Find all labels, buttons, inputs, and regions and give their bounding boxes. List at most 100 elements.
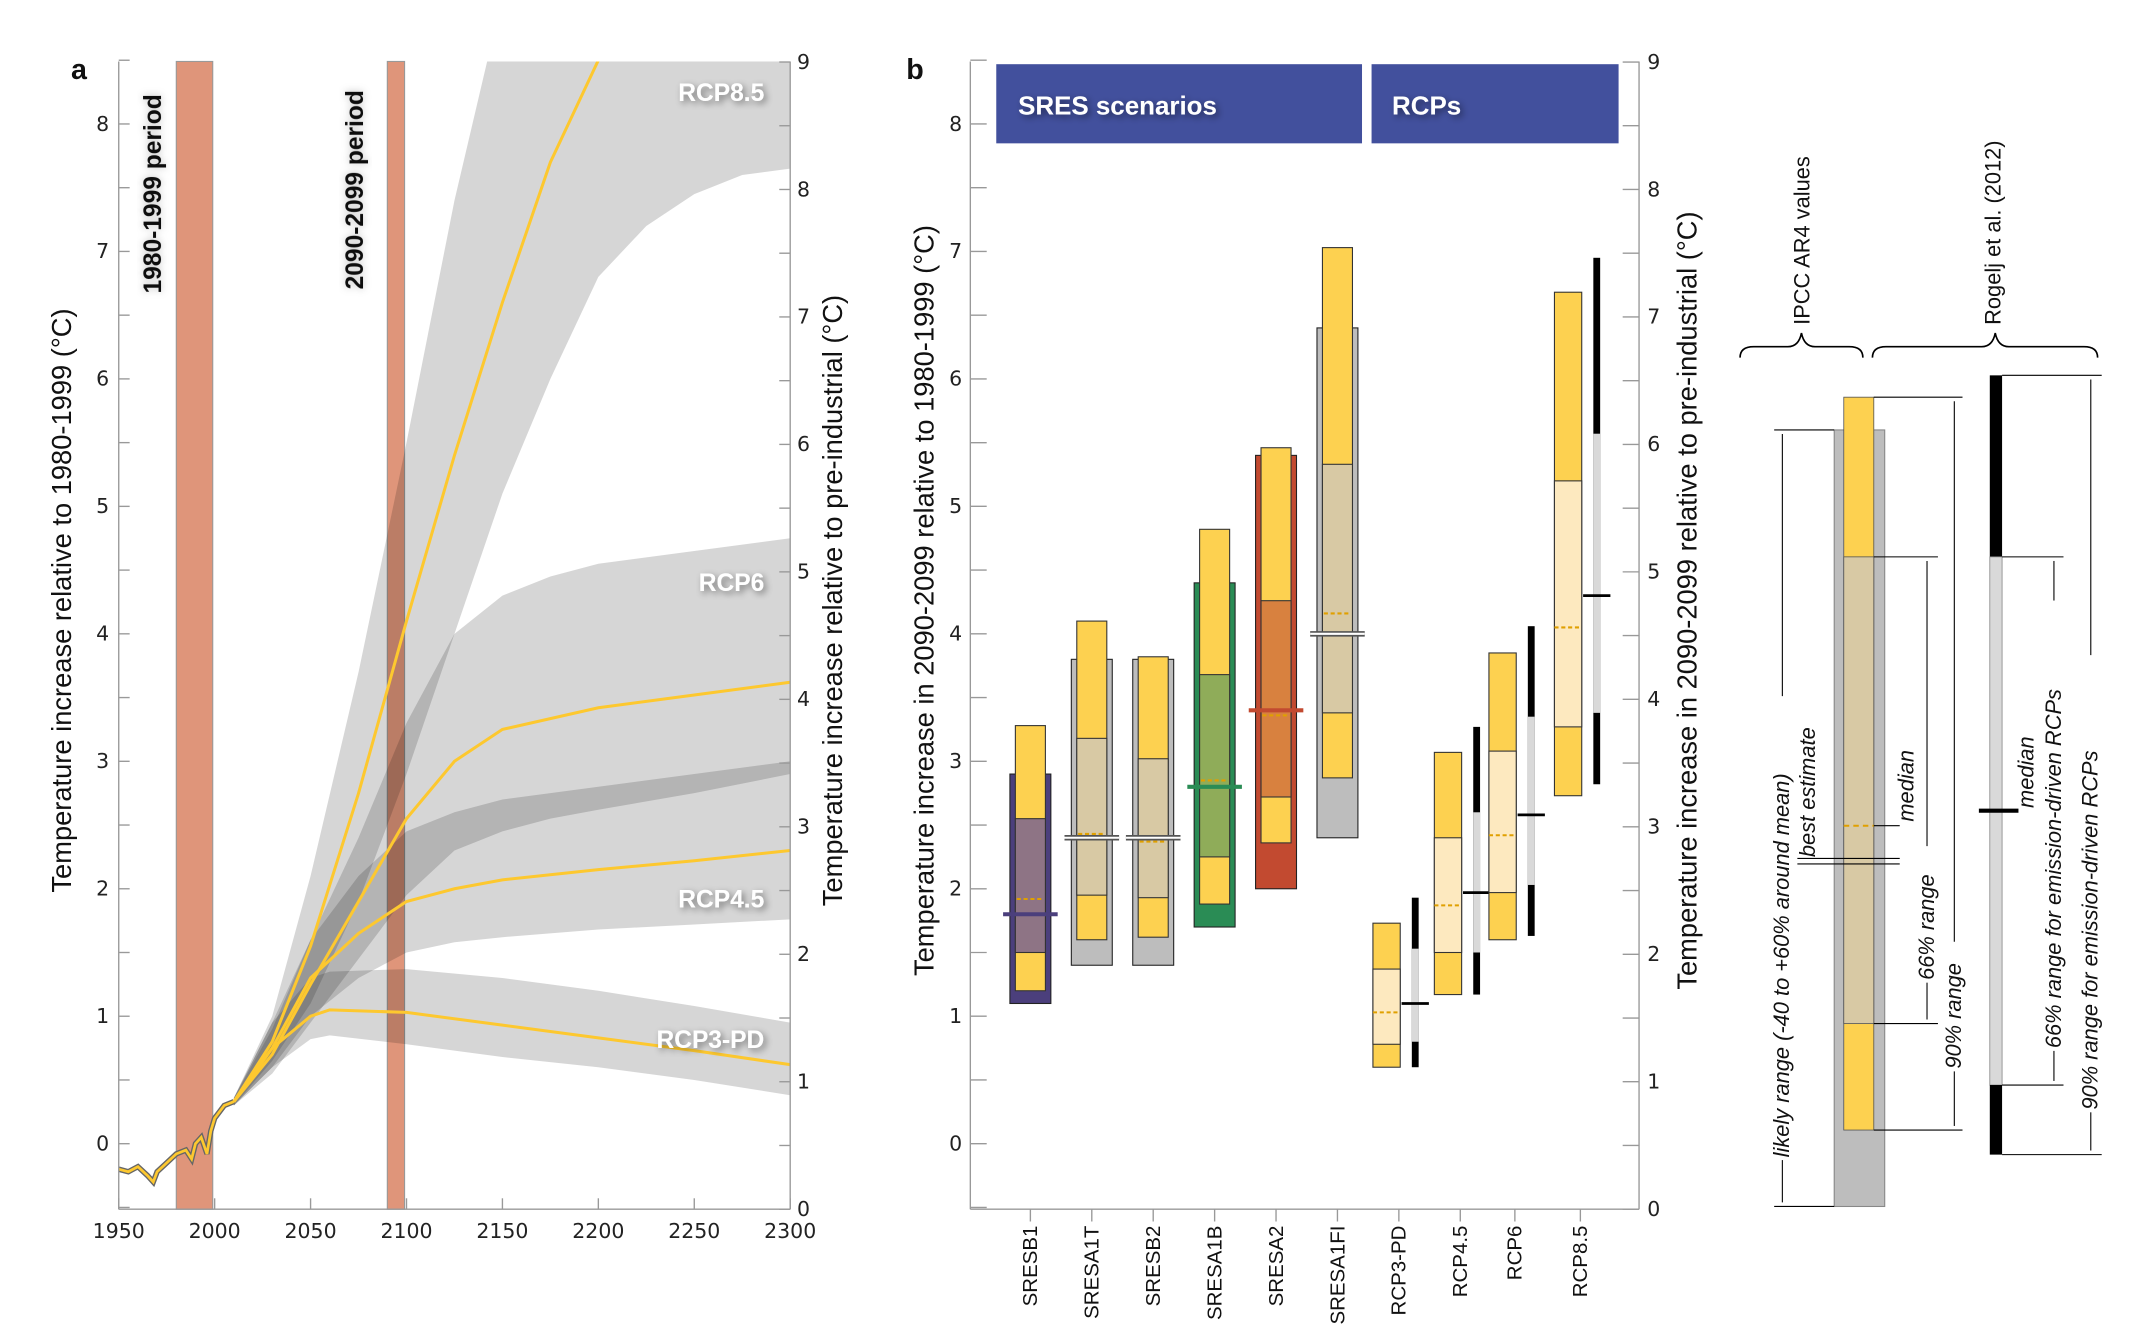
axes-a: 0 1 2 3 4 5 6 7 8 0 1 2 3 4 5 6 7 8 9 1950 2000 2050 2100 2150 2…: [93, 50, 817, 1243]
bar-group-sresa1t: [1064, 620, 1120, 966]
y-tick-label-right-b: 2: [1647, 942, 1660, 966]
range-66-bar: [1553, 480, 1583, 728]
y-tick-label-left-b: 8: [949, 112, 962, 136]
legend-median-label: median: [1893, 750, 1918, 822]
y-tick-label-right-b: 6: [1647, 432, 1660, 456]
y-tick-label-right-a: 3: [797, 815, 810, 839]
bars: [1003, 247, 1611, 1068]
rogelj-range-66-bar: [1411, 948, 1419, 1042]
y-tick-label-left-b: 6: [949, 367, 962, 391]
y-tick-label-right-b: 0: [1647, 1197, 1660, 1221]
category-label-sresa1t: SRESA1T: [1081, 1225, 1104, 1319]
legend-title-ipcc: IPCC AR4 values: [1790, 156, 1815, 325]
y-tick-label-right-a: 8: [797, 177, 810, 201]
y-tick-label-left-b: 0: [949, 1132, 962, 1156]
legend-66-range-label: 66% range: [1914, 874, 1939, 980]
y-tick-label-right-b: 5: [1647, 560, 1660, 584]
y-tick-label-left-b: 7: [949, 239, 962, 263]
x-tick-label-a: 2050: [285, 1219, 337, 1243]
category-label-sresa2: SRESA2: [1265, 1226, 1288, 1307]
median-line-rcp45: [232, 849, 791, 1103]
y-tick-label-left-b: 5: [949, 494, 962, 518]
y-tick-label-right-b: 1: [1647, 1070, 1660, 1094]
category-label-sresa1fi: SRESA1FI: [1326, 1226, 1349, 1325]
period-label-2090-2099: 2090-2099 period: [342, 90, 369, 289]
median-line-rcp6: [232, 680, 791, 1103]
y-axis-title-right-b: Temperature increase in 2090-2099 relati…: [1671, 211, 1702, 989]
y-tick-label-right-b: 8: [1647, 177, 1660, 201]
y-tick-label-left-a: 2: [96, 877, 109, 901]
y-tick-label-left-a: 8: [96, 112, 109, 136]
y-tick-label-right-a: 5: [797, 560, 810, 584]
y-tick-label-right-a: 2: [797, 942, 810, 966]
rogelj-range-66-bar: [1593, 433, 1601, 713]
panel-a: 0 1 2 3 4 5 6 7 8 0 1 2 3 4 5 6 7 8 9 1950 2000 2050 2100 2150 2…: [46, 50, 848, 1243]
header-sres-label: SRES scenarios: [1018, 93, 1217, 121]
legend-rogelj-90-lower: [1989, 1085, 2003, 1155]
y-tick-label-left-a: 0: [96, 1132, 109, 1156]
bar-group-rcp3pd: [1372, 897, 1429, 1068]
y-tick-label-left-a: 7: [96, 239, 109, 263]
panel-label-a: a: [71, 54, 88, 86]
series-label-rcp3pd: RCP3-PD: [656, 1027, 764, 1054]
header-rcps: [1371, 64, 1619, 144]
range-66-bar: [1372, 968, 1401, 1045]
y-axis-title-right-a: Temperature increase relative to pre-ind…: [817, 295, 848, 906]
y-tick-label-left-b: 2: [949, 877, 962, 901]
bar-group-sresa1fi: [1310, 247, 1365, 839]
y-tick-label-right-b: 7: [1647, 305, 1660, 329]
y-tick-label-right-a: 7: [797, 305, 810, 329]
y-tick-label-right-b: 3: [1647, 815, 1660, 839]
y-tick-label-left-a: 5: [96, 494, 109, 518]
y-tick-label-right-a: 0: [797, 1197, 810, 1221]
y-tick-label-left-a: 3: [96, 749, 109, 773]
range-66-bar: [1199, 674, 1231, 858]
y-tick-label-right-a: 6: [797, 432, 810, 456]
rogelj-range-66-bar: [1527, 716, 1535, 885]
y-tick-label-right-a: 4: [797, 687, 810, 711]
y-axis-title-left-b: Temperature increase in 2090-2099 relati…: [908, 225, 939, 976]
x-tick-label-a: 2150: [476, 1219, 528, 1243]
legend: IPCC AR4 values Rogelj et al. (2012) lik…: [1739, 140, 2103, 1208]
range-66-bar: [1014, 818, 1046, 954]
x-tick-label-a: 2200: [572, 1219, 624, 1243]
uncertainty-bands: [233, 61, 791, 1106]
axes-b: 0 1 2 3 4 5 6 7 8 0 1 2 3 4 5 6 7 8 9 SRESB1 SRESA1T SRESB2 SR…: [949, 50, 1660, 1325]
bar-group-rcp45: [1433, 726, 1491, 996]
legend-leader-lines: [1774, 374, 2102, 1208]
y-tick-label-right-a: 9: [797, 50, 810, 74]
band-rcp45: [233, 761, 791, 1106]
y-tick-label-left-b: 4: [949, 622, 962, 646]
y-axis-title-left-a: Temperature increase relative to 1980-19…: [46, 308, 77, 892]
bar-group-sresb2: [1125, 656, 1181, 966]
bar-group-sresa2: [1248, 447, 1304, 890]
legend-66-range-bar: [1843, 556, 1875, 1025]
legend-rogelj-66-label: 66% range for emission-driven RCPs: [2041, 689, 2066, 1048]
y-tick-label-right-a: 1: [797, 1070, 810, 1094]
category-label-rcp3pd: RCP3-PD: [1388, 1226, 1411, 1316]
panel-b: SRES scenarios RCPs 0 1 2 3 4 5 6 7 8 0 1 2 3 4 5 6 7 8 9 S…: [906, 50, 1702, 1325]
legend-rogelj-66: [1989, 556, 2003, 1086]
x-tick-label-a: 1950: [93, 1219, 145, 1243]
period-bar-1980-1999: [175, 60, 214, 1210]
category-label-rcp45: RCP4.5: [1449, 1226, 1472, 1298]
bar-group-rcp85: [1553, 257, 1611, 797]
y-tick-label-left-b: 1: [949, 1004, 962, 1028]
median-lines: [118, 61, 791, 1188]
category-label-sresb2: SRESB2: [1142, 1226, 1165, 1307]
panel-label-b: b: [906, 54, 924, 86]
category-label-rcp85: RCP8.5: [1569, 1226, 1592, 1298]
legend-90-range-label: 90% range: [1941, 963, 1966, 1069]
range-66-bar: [1076, 737, 1108, 896]
y-tick-label-left-a: 1: [96, 1004, 109, 1028]
historical-line-median: [118, 1100, 235, 1185]
band-rcp3pd: [233, 969, 791, 1106]
category-label-sresa1b: SRESA1B: [1203, 1226, 1226, 1320]
series-label-rcp6: RCP6: [699, 570, 764, 597]
bar-group-rcp6: [1488, 626, 1545, 941]
rogelj-range-66-bar: [1473, 812, 1481, 953]
x-tick-label-a: 2100: [380, 1219, 432, 1243]
range-66-bar: [1433, 837, 1463, 954]
